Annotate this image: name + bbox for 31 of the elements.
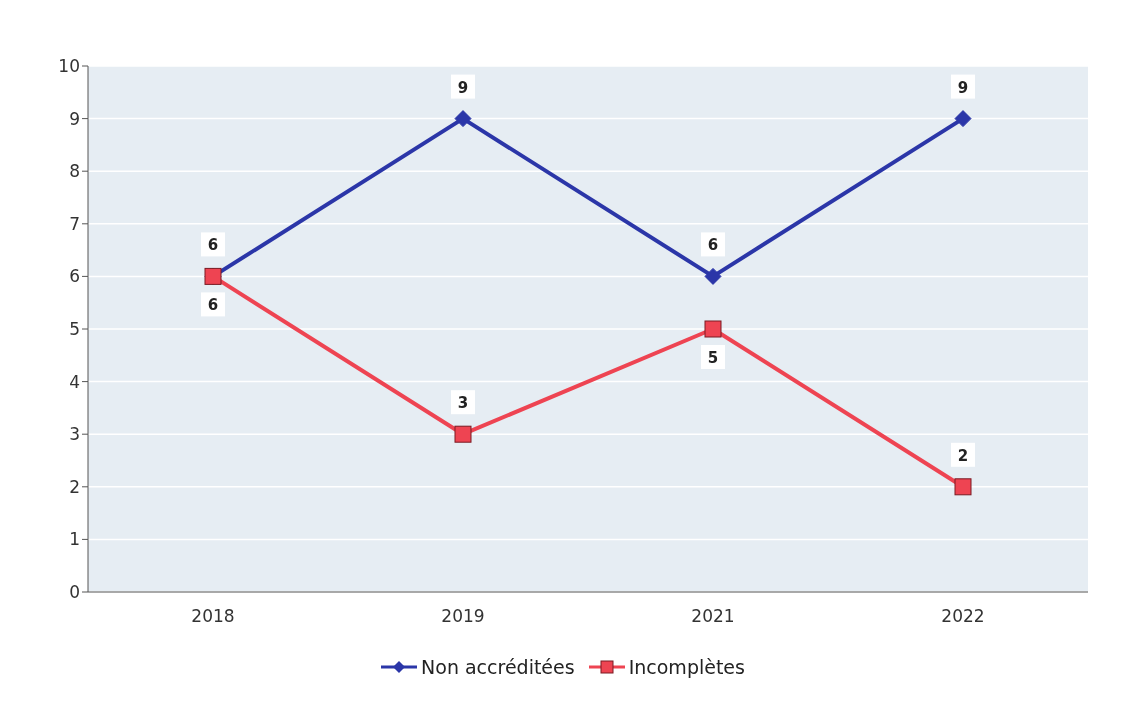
legend-label: Non accréditées xyxy=(420,656,575,678)
x-tick-label: 2019 xyxy=(441,606,485,627)
y-tick-label: 4 xyxy=(69,371,80,392)
data-label: 9 xyxy=(457,78,469,97)
y-tick-label: 2 xyxy=(69,476,80,497)
x-tick-label: 2022 xyxy=(941,606,985,627)
point xyxy=(454,110,472,128)
point xyxy=(954,110,972,128)
data-label: 5 xyxy=(707,349,719,367)
y-tick-label: 10 xyxy=(58,56,80,77)
y-tick-label: 3 xyxy=(69,424,80,445)
y-tick-label: 6 xyxy=(69,266,80,287)
y-tick-label: 8 xyxy=(69,161,80,182)
y-tick-label: 5 xyxy=(69,319,80,340)
x-tick-label: 2018 xyxy=(191,606,235,627)
y-tick-label: 7 xyxy=(69,213,80,234)
y-tick-label: 0 xyxy=(69,582,80,603)
point xyxy=(454,425,472,443)
point xyxy=(954,478,972,496)
data-label: 3 xyxy=(457,394,469,413)
x-tick-label: 2021 xyxy=(691,606,735,627)
legend-label: Incomplètes xyxy=(627,656,745,678)
y-tick-label: 9 xyxy=(69,108,80,129)
y-tick-label: 1 xyxy=(69,529,80,550)
point xyxy=(704,267,722,285)
data-label: 9 xyxy=(957,78,969,97)
data-label: 2 xyxy=(957,446,969,465)
data-label: 6 xyxy=(707,236,719,255)
data-label: 6 xyxy=(207,236,219,255)
point xyxy=(704,320,722,338)
data-label: 6 xyxy=(207,296,219,315)
